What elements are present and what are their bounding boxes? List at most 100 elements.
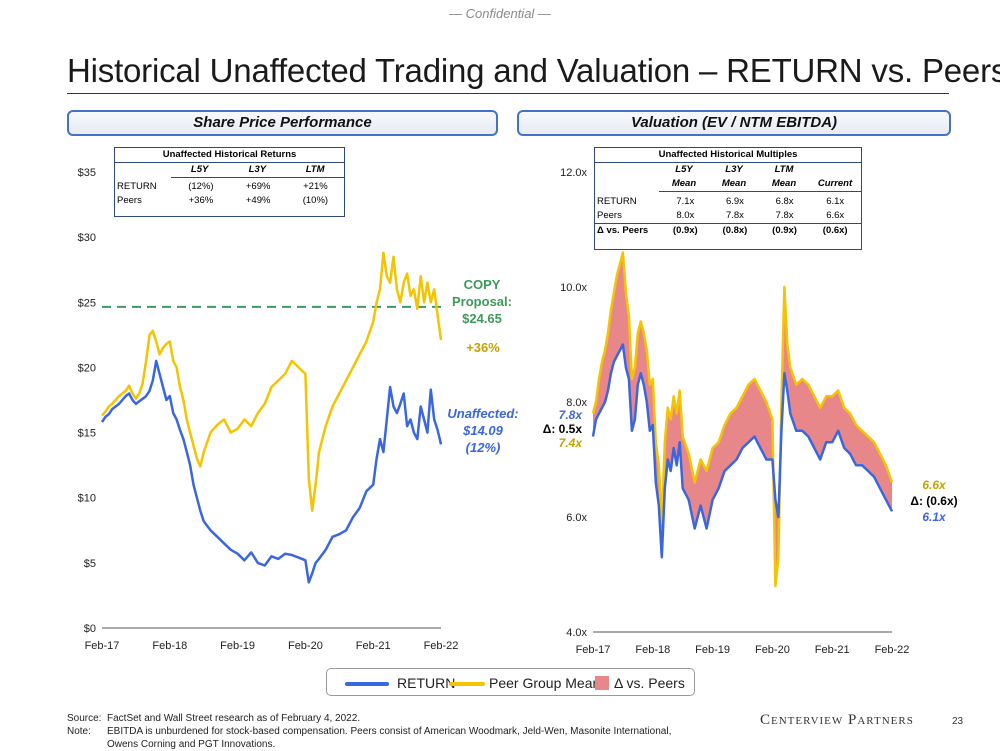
returns-table-title: Unaffected Historical Returns [115,148,344,163]
x-tick-label: Feb-18 [152,640,187,652]
proposal-label-2: Proposal: [452,294,512,309]
multiples-row-label: Δ vs. Peers [597,225,649,236]
unaffected-label-3: (12%) [465,440,501,455]
end-delta-label: Δ: (0.6x) [910,494,958,508]
peer-return-annotation: +36% [466,340,500,355]
returns-row-label: RETURN [117,181,157,192]
multiples-row-label: RETURN [597,196,637,207]
start-return-label: 7.4x [558,436,582,450]
end-peer-label: 6.6x [922,478,946,492]
section-header-valuation: Valuation (EV / NTM EBITDA) [517,110,951,136]
note-text-1: EBITDA is unburdened for stock-based com… [107,726,672,737]
returns-cell: +21% [303,181,328,192]
multiples-header-mean: Mean [771,178,797,189]
x-tick-label: Feb-19 [695,644,730,656]
page-title: Historical Unaffected Trading and Valuat… [67,52,1000,89]
end-return-label: 6.1x [922,510,946,524]
y-tick-label: $35 [78,167,96,179]
y-tick-label: 4.0x [566,627,587,639]
returns-cell: +36% [188,195,214,206]
note-label: Note: [67,726,91,737]
returns-header-ltm: LTM [305,164,325,175]
returns-cell: (10%) [302,195,329,206]
returns-table-header: L5Y L3Y LTM [115,163,344,177]
start-annotation: 7.8x Δ: 0.5x 7.4x [542,408,582,450]
legend-delta-swatch [595,676,609,690]
table-row: RETURN (12%) +69% +21% [115,180,344,194]
y-tick-label: $10 [78,493,96,505]
returns-cell: +69% [245,181,271,192]
multiples-cell: 6.6x [826,210,845,221]
multiples-row-label: Peers [597,210,622,221]
returns-header-l3y: L3Y [248,164,267,175]
return-share-price-line [100,359,443,584]
footnotes: Source: FactSet and Wall Street research … [67,712,671,751]
note-text-2: Owens Corning and PGT Innovations. [107,739,276,750]
multiples-cell: (0.9x) [672,225,698,236]
multiples-cell: 6.8x [775,196,794,207]
legend-delta-label: Δ vs. Peers [614,675,685,691]
legend-return-label: RETURN [397,675,456,691]
legend-peer-label: Peer Group Mean [489,675,601,691]
unaffected-label-2: $14.09 [463,423,503,438]
start-peer-label: 7.8x [558,408,582,422]
share-price-chart: $0$5$10$15$20$25$30$35 Feb-17 Feb-18 Feb-1… [78,167,459,652]
returns-cell: +49% [245,195,271,206]
y-tick-label: $15 [78,428,96,440]
multiples-table-title: Unaffected Historical Multiples [595,148,861,163]
table-row: Peers 8.0x 7.8x 7.8x 6.6x [595,209,861,223]
multiples-cell: (0.6x) [822,225,848,236]
returns-table: Unaffected Historical Returns L5Y L3Y LT… [114,147,345,217]
multiples-header-l5y: L5Y [675,164,693,175]
multiples-table: Unaffected Historical Multiples L5Y L3Y … [594,147,862,250]
multiples-header-ltm: LTM [774,164,794,175]
table-row: Δ vs. Peers (0.9x) (0.8x) (0.9x) (0.6x) [595,223,861,238]
return-multiple-line [591,343,894,559]
multiples-cell: (0.9x) [772,225,797,236]
valuation-chart: 4.0x 6.0x 8.0x 10.0x 12.0x Feb-17 Feb-18 Feb-1… [560,167,910,656]
multiples-cell: 7.1x [676,196,695,207]
y-tick-label: 6.0x [566,512,587,524]
valuation-y-axis: 4.0x 6.0x 8.0x 10.0x 12.0x [560,167,587,639]
y-tick-label: $25 [78,297,96,309]
x-tick-label: Feb-19 [220,640,255,652]
legend-return-swatch [345,682,389,686]
multiples-header-current: Current [817,178,853,189]
y-tick-label: 12.0x [560,167,587,179]
confidential-label: — Confidential — [449,6,551,21]
share-price-x-axis: Feb-17 Feb-18 Feb-19 Feb-20 Feb-21 Feb-22 [85,640,459,652]
proposal-annotation: COPY Proposal: $24.65 [440,276,524,327]
multiples-header-blank [809,163,861,177]
proposal-label-1: COPY [463,277,501,292]
multiples-table-header-bottom: Mean Mean Mean Current [595,177,861,191]
x-tick-label: Feb-17 [85,640,120,652]
x-tick-label: Feb-18 [635,644,670,656]
x-tick-label: Feb-22 [875,644,910,656]
x-tick-label: Feb-22 [424,640,459,652]
start-delta-label: Δ: 0.5x [542,422,582,436]
peer-share-price-line [101,251,443,512]
x-tick-label: Feb-21 [356,640,391,652]
multiples-cell: (0.8x) [722,225,748,236]
y-tick-label: 8.0x [566,397,587,409]
section-header-share-price: Share Price Performance [67,110,498,136]
x-tick-label: Feb-17 [576,644,611,656]
multiples-header-mean: Mean [721,178,747,189]
end-annotation: 6.6x Δ: (0.6x) 6.1x [905,477,963,525]
returns-cell: (12%) [188,181,214,192]
y-tick-label: $20 [78,362,96,374]
table-row: Peers +36% +49% (10%) [115,194,344,208]
delta-vs-peers-area [593,252,892,586]
multiples-cell: 7.8x [725,210,744,221]
y-tick-label: 10.0x [560,282,587,294]
multiples-header-mean: Mean [671,178,697,189]
valuation-x-axis: Feb-17 Feb-18 Feb-19 Feb-20 Feb-21 Feb-22 [576,644,910,656]
source-text: FactSet and Wall Street research as of F… [107,713,361,724]
returns-header-l5y: L5Y [190,164,209,175]
returns-row-label: Peers [117,195,142,206]
x-tick-label: Feb-20 [288,640,323,652]
multiples-cell: 6.9x [725,196,744,207]
y-tick-label: $0 [84,623,96,635]
company-logo: Centerview Partners [760,712,914,728]
unaffected-label-1: Unaffected: [447,406,519,421]
